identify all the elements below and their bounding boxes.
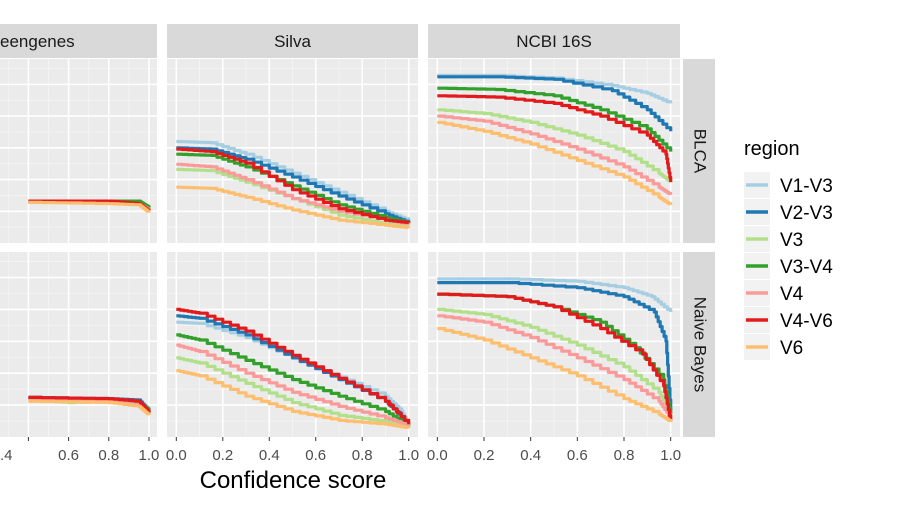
- row-strip: Naive Bayes: [683, 252, 715, 437]
- series-line-v6: [176, 369, 411, 429]
- column-strip: NCBI 16S: [428, 24, 680, 58]
- series-line-v4-v6: [176, 307, 411, 425]
- panel-silva-blca: [167, 59, 418, 243]
- x-tick-label: 0.2: [474, 447, 495, 464]
- x-tick-label: .4: [0, 447, 13, 464]
- x-tick-label: 0.0: [166, 447, 187, 464]
- x-tick-label: 0.4: [520, 447, 541, 464]
- series-line-v3-v4: [437, 86, 673, 152]
- column-strip: eengenes: [0, 24, 157, 58]
- column-strip: Silva: [167, 24, 418, 58]
- column-strip-label: eengenes: [0, 32, 75, 51]
- legend: region V1-V3 V2-V3 V3 V3-V4 V4 V4-V6 V6: [744, 138, 833, 360]
- legend-item-v4-v6: V4-V6: [744, 307, 833, 333]
- x-tick-label: 1.0: [139, 447, 160, 464]
- series-line-v4-v6: [437, 94, 673, 183]
- x-tick-label: 1.0: [660, 447, 681, 464]
- panel-background: [0, 252, 157, 437]
- series-line-v6: [437, 120, 673, 206]
- series-line-v4-v6: [176, 147, 411, 224]
- legend-label: V4-V6: [780, 311, 833, 332]
- column-strip-label: Silva: [274, 32, 311, 51]
- legend-item-v1-v3: V1-V3: [744, 172, 833, 198]
- series-line-v3: [176, 356, 411, 428]
- legend-label: V6: [780, 338, 803, 359]
- series-line-v2-v3: [176, 146, 411, 223]
- series-line-v3: [437, 307, 673, 414]
- panel-background: [0, 59, 157, 243]
- series-line-v2-v3: [437, 75, 673, 132]
- x-axis-layer: .4 0.6 0.8 1.0 0.0 0.2 0.4 0.6 0.8 1.0 0.0 0.2 0.4 0.…: [0, 437, 681, 464]
- row-strip-label: BLCA: [691, 129, 710, 174]
- series-line-v4-v6: [437, 292, 673, 422]
- series-line-v6: [176, 185, 411, 229]
- x-axis-title: Confidence score: [200, 467, 387, 494]
- panel-eengenes-blca: [0, 59, 157, 243]
- x-tick-label: 0.4: [259, 447, 280, 464]
- series-line-v1-v3: [437, 277, 673, 312]
- legend-item-v4: V4: [744, 280, 804, 306]
- series-line-v6: [437, 327, 673, 422]
- legend-item-v6: V6: [744, 334, 803, 360]
- panels-layer: [0, 59, 680, 437]
- panel-eengenes-naive-bayes: [0, 252, 157, 437]
- x-tick-label: 0.6: [567, 447, 588, 464]
- column-strip-label: NCBI 16S: [516, 32, 592, 51]
- x-tick-label: 0.8: [614, 447, 635, 464]
- panel-silva-naive-bayes: [167, 252, 418, 437]
- series-line-v3: [437, 108, 673, 183]
- x-tick-label: 1.0: [398, 447, 419, 464]
- x-tick-label: 0.2: [212, 447, 233, 464]
- legend-item-v2-v3: V2-V3: [744, 199, 833, 225]
- series-line-v6: [28, 200, 151, 213]
- series-line-v3-v4: [176, 333, 411, 426]
- row-strip: BLCA: [683, 59, 715, 243]
- legend-label: V3: [780, 230, 803, 251]
- legend-item-v3: V3: [744, 226, 803, 252]
- legend-label: V2-V3: [780, 203, 833, 224]
- series-line-v4: [437, 114, 673, 196]
- legend-title: region: [744, 138, 800, 160]
- panel-ncbi-16s-blca: [428, 59, 680, 243]
- series-line-v6: [28, 399, 151, 416]
- panel-ncbi-16s-naive-bayes: [428, 252, 680, 437]
- series-line-v4: [176, 343, 411, 426]
- legend-label: V4: [780, 284, 804, 305]
- legend-item-v3-v4: V3-V4: [744, 253, 833, 279]
- x-tick-label: 0.8: [98, 447, 119, 464]
- row-strip-label: Naive Bayes: [691, 297, 710, 392]
- x-tick-label: 0.8: [352, 447, 373, 464]
- x-tick-label: 0.0: [427, 447, 448, 464]
- series-line-v4: [437, 314, 673, 418]
- legend-label: V1-V3: [780, 176, 833, 197]
- series-line-v4-v6: [28, 395, 151, 413]
- x-tick-label: 0.6: [305, 447, 326, 464]
- x-tick-label: 0.6: [58, 447, 79, 464]
- legend-label: V3-V4: [780, 257, 833, 278]
- series-line-v2-v3: [437, 281, 673, 412]
- strips-layer: eengenes Silva NCBI 16S BLCA Naive Bayes: [0, 24, 715, 437]
